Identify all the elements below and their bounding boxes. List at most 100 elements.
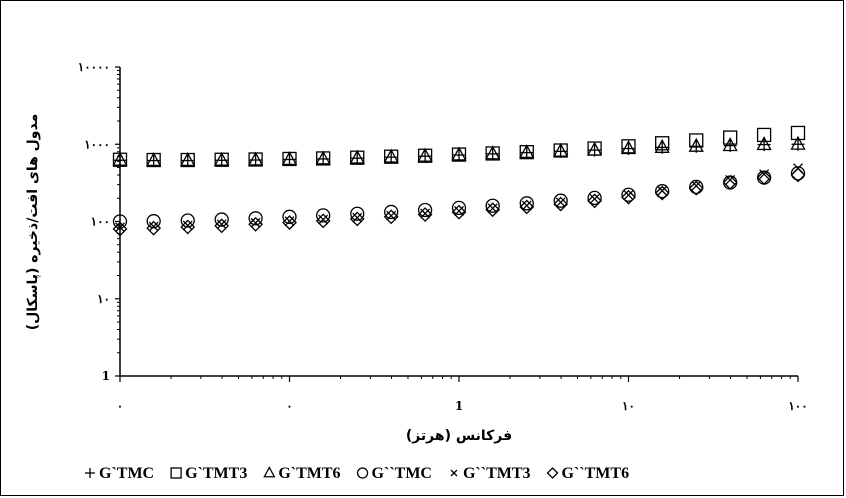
data-point (756, 136, 772, 151)
series-triangle (112, 135, 806, 167)
x-tick-label: ۱۰۰ (788, 399, 807, 413)
data-point (691, 180, 702, 191)
data-point (756, 127, 772, 143)
data-point (623, 190, 634, 201)
data-point (688, 137, 704, 152)
data-point (282, 209, 297, 224)
data-point (182, 220, 193, 231)
legend-marker-diamond (546, 467, 559, 479)
x-tick-label: ۰ (286, 399, 292, 413)
data-point (621, 189, 636, 205)
data-point (451, 146, 467, 161)
data-point (790, 166, 806, 181)
data-point (790, 135, 806, 150)
data-point (383, 209, 399, 225)
y-tick-label: ۱۰۰۰۰ (78, 60, 110, 74)
data-point (146, 220, 162, 236)
legend-marker-square (170, 467, 182, 479)
legend-label: G``TMT6 (562, 465, 630, 482)
data-point (553, 142, 569, 157)
x-axis-title: فرکانس (هرتز) (406, 428, 512, 444)
data-point (620, 140, 637, 155)
data-point (521, 200, 532, 211)
data-point (350, 206, 365, 221)
legend: G`TMC G`TMT3 G`TMT6 G``TMC G``TMT3 G``TMT6 (85, 465, 629, 482)
data-point (553, 193, 568, 208)
data-point (417, 207, 433, 222)
data-point (451, 200, 467, 216)
data-point (180, 213, 195, 228)
legend-label: G``TMT3 (463, 465, 531, 482)
data-point (318, 214, 329, 225)
data-point (689, 179, 704, 195)
data-point (723, 130, 738, 145)
data-point (214, 151, 230, 166)
data-point (180, 152, 196, 167)
data-point (587, 141, 603, 156)
data-point (689, 133, 704, 148)
data-point (790, 167, 806, 183)
y-tick-label: 1 (102, 369, 110, 383)
series-diamond (112, 167, 806, 237)
data-point (725, 174, 736, 185)
data-point (587, 190, 602, 206)
data-point (384, 204, 399, 220)
x-ticks: ۰ ۰ 1 ۱۰ ۱۰۰ (117, 376, 808, 413)
axes (119, 67, 798, 377)
data-point (723, 175, 738, 190)
data-point (349, 149, 365, 164)
data-point (487, 203, 498, 214)
y-axis-title: مدول های افت/ذخیره (پاسکال) (25, 114, 41, 331)
data-point (654, 185, 670, 201)
data-point (451, 204, 467, 220)
data-point (417, 147, 433, 162)
data-point (485, 202, 501, 218)
data-point (485, 198, 500, 213)
data-point (655, 136, 670, 151)
data-point (250, 217, 261, 228)
x-tick-label: 1 (455, 399, 463, 413)
legend-label: G`TMT3 (185, 465, 247, 482)
data-markers (112, 125, 806, 237)
data-point (555, 197, 566, 208)
data-point (115, 222, 125, 233)
data-point (756, 170, 772, 186)
data-point (284, 216, 295, 227)
data-point (315, 150, 331, 165)
legend-label: G``TMC (372, 465, 432, 482)
legend-marker-plus (85, 468, 95, 478)
data-point (248, 211, 263, 226)
data-point (315, 213, 331, 229)
legend-label: G`TMC (99, 465, 154, 482)
data-point (553, 196, 569, 212)
data-point (621, 187, 636, 202)
data-point (248, 216, 264, 232)
data-point (589, 193, 600, 204)
data-point (722, 175, 738, 190)
data-point (756, 170, 772, 185)
data-point (657, 185, 668, 196)
legend-label: G`TMT6 (278, 465, 340, 482)
legend-marker-cross (450, 469, 458, 477)
data-point (383, 148, 399, 163)
data-point (180, 219, 196, 235)
data-point (519, 199, 535, 215)
data-point (688, 180, 704, 196)
x-tick-label: ۰ (117, 399, 123, 413)
y-tick-label: ۱۰ (97, 292, 110, 306)
y-tick-label: ۱۰۰ (91, 215, 110, 229)
data-point (349, 211, 365, 227)
data-point (112, 151, 128, 166)
x-tick-label: ۱۰ (622, 399, 635, 413)
data-point (655, 184, 670, 199)
data-point (112, 221, 128, 237)
data-point (519, 196, 534, 211)
data-point (214, 212, 229, 227)
legend-marker-triangle (263, 466, 276, 478)
data-point (485, 145, 501, 160)
data-point (519, 144, 535, 159)
data-point (654, 138, 670, 153)
data-point (216, 219, 227, 230)
